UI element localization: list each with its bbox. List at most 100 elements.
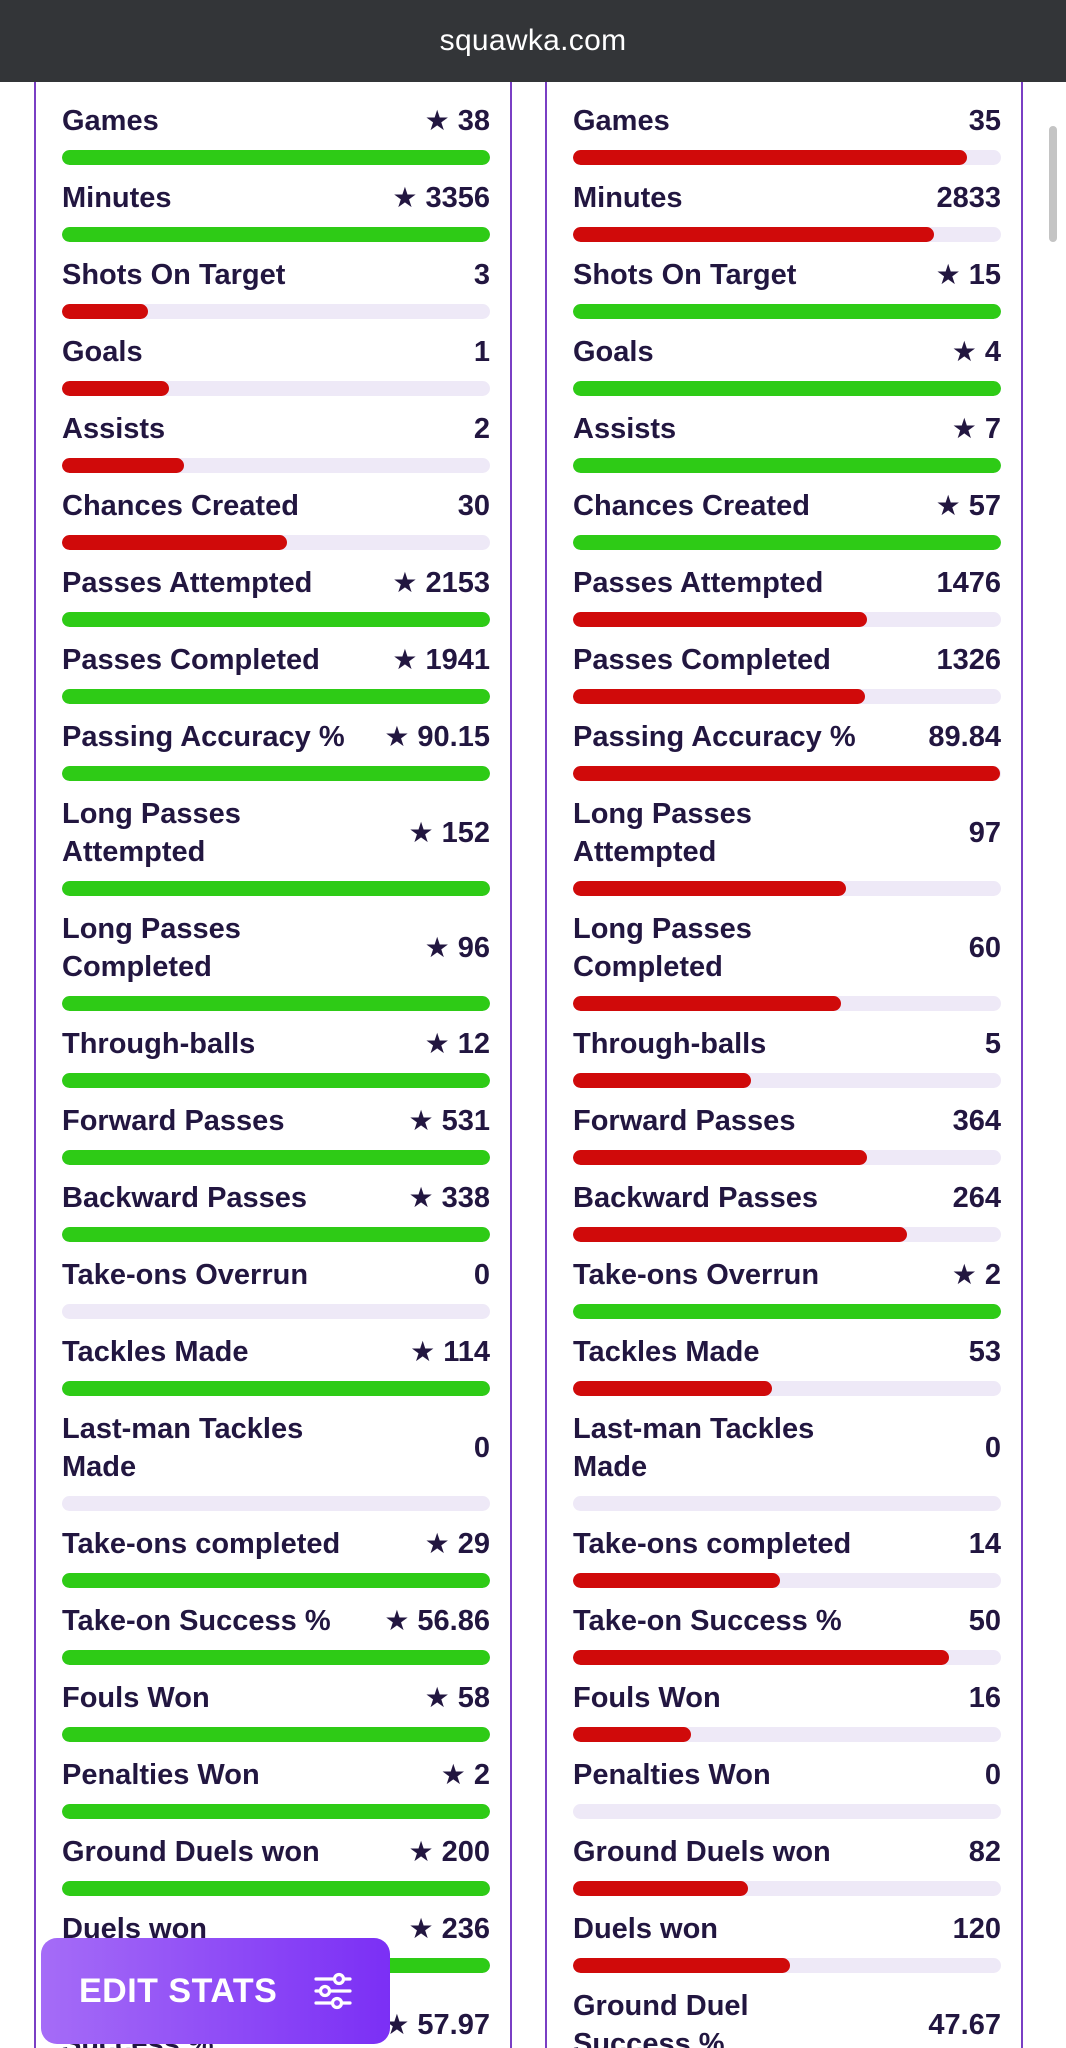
stat-bar-fill bbox=[62, 1650, 490, 1665]
stat-bar-track bbox=[62, 1496, 490, 1511]
stat-row: Penalties Won ★ 2 bbox=[62, 1756, 490, 1830]
stat-row: Backward Passes ★ 338 bbox=[62, 1179, 490, 1253]
stat-value: 4 bbox=[984, 336, 1001, 368]
stat-label: Tackles Made bbox=[62, 1336, 249, 1368]
stat-value-group: ★ 3356 bbox=[392, 179, 490, 217]
stat-bar-fill bbox=[62, 766, 490, 781]
star-icon: ★ bbox=[392, 567, 418, 598]
stat-label: Through-balls bbox=[62, 1028, 256, 1060]
browser-address-bar[interactable]: squawka.com bbox=[0, 0, 1066, 82]
stat-bar-fill bbox=[573, 535, 1001, 550]
stat-value-group: ★ 114 bbox=[410, 1333, 490, 1371]
stat-label: Passes Completed bbox=[573, 644, 831, 676]
stat-value: 2153 bbox=[425, 567, 490, 599]
stat-bar-track bbox=[573, 227, 1001, 242]
stat-value: 0 bbox=[473, 1432, 490, 1464]
stat-value-group: 60 bbox=[969, 929, 1001, 967]
stat-row: Through-balls 5 bbox=[573, 1025, 1001, 1099]
stat-label: Passes Attempted bbox=[62, 567, 313, 599]
stat-bar-fill bbox=[573, 1573, 780, 1588]
page-scrollbar[interactable] bbox=[1049, 126, 1057, 242]
stat-bar-fill bbox=[573, 881, 847, 896]
stat-label: Games bbox=[62, 105, 159, 137]
stat-value-group: 16 bbox=[969, 1679, 1001, 1717]
stat-bar-track bbox=[573, 535, 1001, 550]
stat-value: 2833 bbox=[936, 182, 1001, 214]
stat-label: Take-ons Overrun bbox=[573, 1259, 820, 1291]
stat-bar-fill bbox=[573, 996, 841, 1011]
stat-value-group: ★ 2 bbox=[441, 1756, 490, 1794]
stat-value: 53 bbox=[968, 1336, 1001, 1368]
stat-bar-fill bbox=[62, 227, 490, 242]
stat-value-group: 47.67 bbox=[928, 2006, 1001, 2044]
stat-value-group: ★ 12 bbox=[425, 1025, 490, 1063]
stat-label: Passing Accuracy % bbox=[573, 721, 856, 753]
stat-bar-track bbox=[62, 881, 490, 896]
stat-value: 16 bbox=[968, 1682, 1001, 1714]
stat-value: 1 bbox=[473, 336, 490, 368]
stat-bar-fill bbox=[573, 1881, 749, 1896]
stat-row: Forward Passes 364 bbox=[573, 1102, 1001, 1176]
stat-bar-fill bbox=[62, 1381, 490, 1396]
stat-value-group: 0 bbox=[985, 1756, 1001, 1794]
stat-bar-track bbox=[62, 612, 490, 627]
star-icon: ★ bbox=[424, 105, 450, 136]
stat-row: Tackles Made ★ 114 bbox=[62, 1333, 490, 1407]
stat-value-group: ★ 338 bbox=[409, 1179, 491, 1217]
stat-value: 2 bbox=[473, 1759, 490, 1791]
edit-stats-button[interactable]: EDIT STATS bbox=[41, 1938, 390, 2044]
url-text: squawka.com bbox=[439, 24, 627, 57]
stat-label: Long Passes Attempted bbox=[573, 798, 752, 868]
stat-row: Assists 2 bbox=[62, 410, 490, 484]
stat-value: 152 bbox=[441, 817, 490, 849]
stat-value: 338 bbox=[441, 1182, 490, 1214]
stat-label: Shots On Target bbox=[62, 259, 286, 291]
stat-label: Goals bbox=[62, 336, 143, 368]
stat-label: Assists bbox=[573, 413, 677, 445]
stat-value-group: ★ 531 bbox=[409, 1102, 491, 1140]
stat-bar-track bbox=[573, 766, 1001, 781]
stat-label: Passes Attempted bbox=[573, 567, 824, 599]
stat-value: 97 bbox=[968, 817, 1001, 849]
stat-label: Long Passes Attempted bbox=[62, 798, 241, 868]
stat-bar-fill bbox=[573, 1650, 950, 1665]
stat-value: 5 bbox=[984, 1028, 1001, 1060]
stat-label: Tackles Made bbox=[573, 1336, 760, 1368]
star-icon: ★ bbox=[392, 644, 418, 675]
stat-bar-fill bbox=[573, 1227, 908, 1242]
stat-bar-fill bbox=[62, 1804, 490, 1819]
star-icon: ★ bbox=[424, 1682, 450, 1713]
stat-label: Backward Passes bbox=[62, 1182, 308, 1214]
stat-bar-track bbox=[62, 458, 490, 473]
stat-bar-track bbox=[573, 1804, 1001, 1819]
stat-row: Chances Created 30 bbox=[62, 487, 490, 561]
stat-row: Tackles Made 53 bbox=[573, 1333, 1001, 1407]
stat-row: Last-man Tackles Made 0 bbox=[62, 1410, 490, 1522]
stat-value: 7 bbox=[984, 413, 1001, 445]
stat-value-group: 0 bbox=[474, 1256, 490, 1294]
stat-label: Take-on Success % bbox=[573, 1605, 842, 1637]
stat-label: Take-ons completed bbox=[573, 1528, 852, 1560]
stat-label: Passes Completed bbox=[62, 644, 320, 676]
star-icon: ★ bbox=[384, 1605, 410, 1636]
stat-bar-fill bbox=[573, 227, 935, 242]
stat-row: Long Passes Completed ★ 96 bbox=[62, 910, 490, 1022]
stat-value-group: 0 bbox=[985, 1429, 1001, 1467]
stat-label: Fouls Won bbox=[62, 1682, 210, 1714]
stat-row: Duels won 120 bbox=[573, 1910, 1001, 1984]
stat-label: Ground Duels won bbox=[62, 1836, 320, 1868]
stat-row: Passes Attempted ★ 2153 bbox=[62, 564, 490, 638]
stat-value-group: 14 bbox=[969, 1525, 1001, 1563]
stat-row: Shots On Target 3 bbox=[62, 256, 490, 330]
stat-row: Take-on Success % ★ 56.86 bbox=[62, 1602, 490, 1676]
stat-value-group: ★ 57 bbox=[936, 487, 1001, 525]
stat-value-group: ★ 2 bbox=[952, 1256, 1001, 1294]
stat-bar-track bbox=[62, 1727, 490, 1742]
stat-value-group: 0 bbox=[474, 1429, 490, 1467]
stat-row: Passes Completed ★ 1941 bbox=[62, 641, 490, 715]
stat-bar-fill bbox=[62, 689, 490, 704]
stat-bar-track bbox=[573, 996, 1001, 1011]
stat-value-group: ★ 4 bbox=[952, 333, 1001, 371]
stat-row: Assists ★ 7 bbox=[573, 410, 1001, 484]
stat-label: Passing Accuracy % bbox=[62, 721, 345, 753]
